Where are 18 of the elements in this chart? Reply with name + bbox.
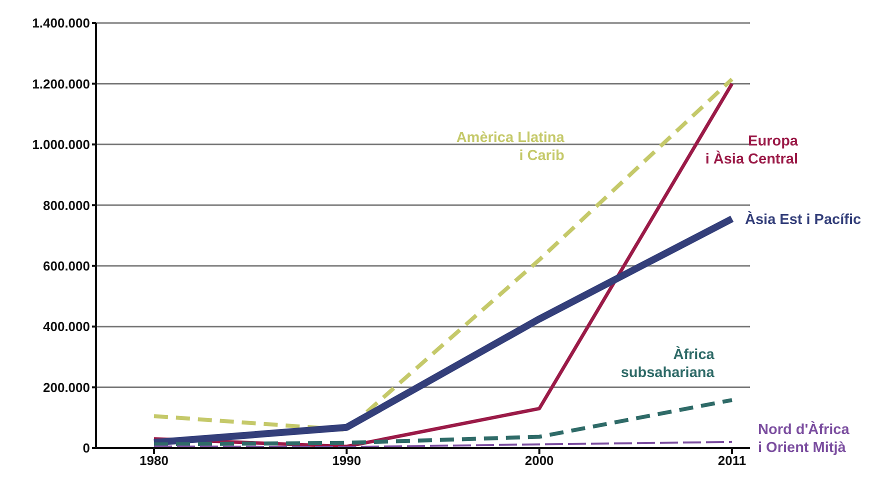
y-tick-label: 200.000 [43, 380, 90, 395]
series-label: Àsia Est i Pacífic [745, 210, 862, 228]
y-tick-label: 600.000 [43, 258, 90, 274]
x-tick-label: 1980 [140, 453, 168, 468]
x-tick-label: 1990 [332, 453, 362, 468]
y-tick-label: 400.000 [43, 319, 90, 334]
series-label: Nord d'Àfrica i Orient Mitjà [758, 420, 850, 456]
x-tick-label: 2000 [524, 453, 554, 468]
y-tick-label: 1.400.000 [32, 16, 90, 31]
y-tick-label: 1.200.000 [32, 76, 90, 92]
y-tick-label: 0 [82, 440, 90, 456]
y-tick-label: 800.000 [43, 198, 90, 213]
y-tick-label: 1.000.000 [32, 137, 90, 152]
text: Amèrica Llatina i Carib [456, 130, 566, 164]
line-series [152, 398, 734, 446]
series-label: Europa i Àsia Central [705, 134, 799, 168]
x-tick-label: 2011 [718, 453, 746, 468]
series-label: Àfrica subsahariana [620, 346, 716, 381]
